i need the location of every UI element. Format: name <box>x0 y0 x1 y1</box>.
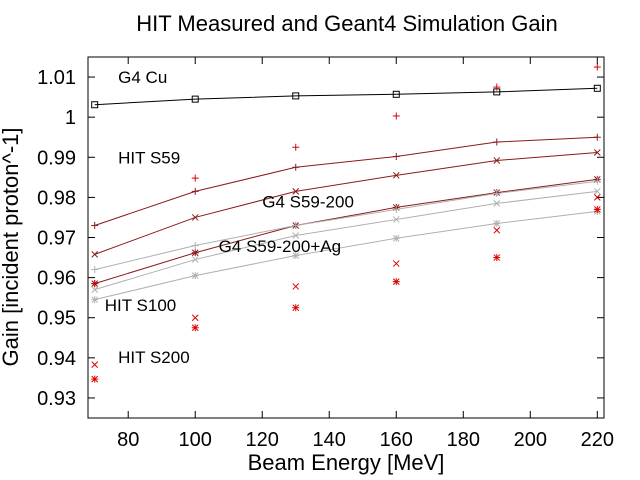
series-line-6 <box>94 190 598 291</box>
data-point-s5 <box>392 205 400 213</box>
series-line-7 <box>94 210 598 301</box>
data-point-s8 <box>593 63 601 71</box>
data-point-s9 <box>91 361 99 369</box>
x-tick-label: 140 <box>313 429 346 451</box>
data-point-s9 <box>292 283 300 290</box>
data-point-s6 <box>292 232 300 239</box>
series-line-3 <box>94 151 598 255</box>
x-tick-label: 180 <box>447 429 480 451</box>
x-tick-label: 120 <box>246 429 279 451</box>
data-point-s5 <box>493 189 501 197</box>
data-point-s5 <box>593 177 601 185</box>
data-point-s6 <box>493 200 501 207</box>
data-point-s8 <box>292 143 300 151</box>
data-point-s10 <box>91 375 99 383</box>
y-tick-label: 1.01 <box>37 67 76 89</box>
data-point-s8 <box>392 112 400 120</box>
series-line-1 <box>94 87 598 106</box>
y-tick-label: 0.96 <box>37 268 76 290</box>
data-point-s6 <box>392 216 400 223</box>
data-point-s1 <box>91 101 99 109</box>
data-point-s1 <box>392 90 400 98</box>
data-point-s6 <box>91 286 99 293</box>
data-point-s3 <box>593 149 601 156</box>
data-point-s9 <box>493 226 501 234</box>
data-point-s5 <box>292 221 300 229</box>
y-tick-label: 0.99 <box>37 147 76 169</box>
data-point-s3 <box>392 171 400 179</box>
data-point-s3 <box>191 214 199 221</box>
y-tick-label: 1 <box>65 107 76 129</box>
data-point-s2 <box>593 133 601 141</box>
data-point-s10 <box>292 304 300 312</box>
x-tick-label: 160 <box>380 429 413 451</box>
data-point-s1 <box>292 92 300 100</box>
data-point-s3 <box>292 188 300 195</box>
x-tick-label: 220 <box>581 429 614 451</box>
data-point-s2 <box>191 187 199 195</box>
y-tick-label: 0.97 <box>37 228 76 250</box>
data-point-s8 <box>493 83 501 91</box>
y-tick-label: 0.94 <box>37 348 76 370</box>
y-tick-label: 0.93 <box>37 388 76 410</box>
data-point-s2 <box>392 152 400 160</box>
x-tick-label: 80 <box>117 429 139 451</box>
data-point-s10 <box>392 278 400 286</box>
data-point-s7 <box>292 252 300 260</box>
data-point-s2 <box>493 138 501 146</box>
data-point-s8 <box>91 280 99 288</box>
data-point-s7 <box>191 272 199 280</box>
data-point-s9 <box>392 260 400 267</box>
series-line-4 <box>94 178 598 285</box>
x-axis-label: Beam Energy [MeV] <box>248 450 445 475</box>
annotation-label: G4 S59-200 <box>262 192 354 211</box>
data-point-s1 <box>191 95 199 103</box>
data-point-s6 <box>593 188 601 195</box>
data-point-s2 <box>91 221 99 229</box>
annotation-label: HIT S200 <box>118 348 190 367</box>
data-point-s7 <box>392 234 400 242</box>
data-point-s10 <box>493 254 501 262</box>
data-point-s8 <box>191 174 199 182</box>
annotation-label: HIT S59 <box>118 148 180 167</box>
x-tick-label: 200 <box>514 429 547 451</box>
data-point-s3 <box>91 250 99 258</box>
data-point-s10 <box>191 324 199 332</box>
annotation-label: HIT S100 <box>105 296 177 315</box>
annotation-label: G4 Cu <box>118 68 167 87</box>
data-point-s9 <box>191 314 199 322</box>
annotation-label: G4 S59-200+Ag <box>219 237 341 256</box>
y-tick-label: 0.95 <box>37 308 76 330</box>
data-point-s4 <box>191 249 199 257</box>
chart-title: HIT Measured and Geant4 Simulation Gain <box>136 11 558 36</box>
y-tick-label: 0.98 <box>37 187 76 209</box>
data-point-s3 <box>493 157 501 164</box>
y-axis-label: Gain [incident proton^-1] <box>0 127 23 366</box>
series-line-5 <box>94 180 598 271</box>
data-point-s1 <box>593 84 601 92</box>
data-point-s2 <box>292 163 300 171</box>
data-point-s10 <box>593 205 601 213</box>
data-point-s5 <box>91 266 99 274</box>
data-point-s5 <box>191 242 199 250</box>
x-tick-label: 100 <box>179 429 212 451</box>
data-point-s7 <box>493 219 501 227</box>
data-point-s7 <box>91 296 99 304</box>
series-line-2 <box>94 136 598 226</box>
data-point-s6 <box>191 256 199 263</box>
